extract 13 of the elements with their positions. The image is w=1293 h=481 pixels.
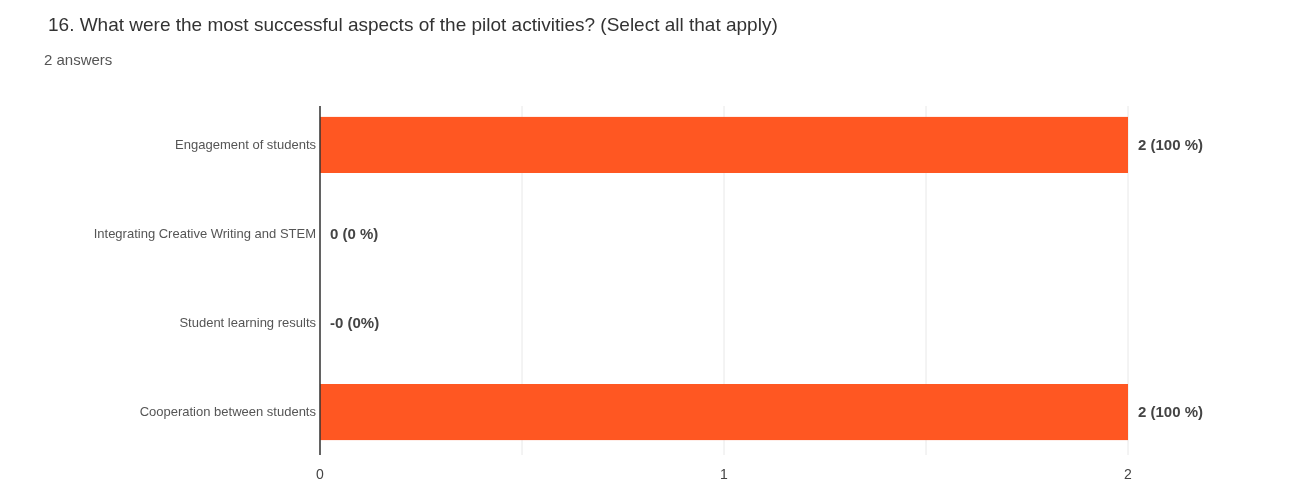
x-tick-label: 1 <box>720 466 729 481</box>
y-tick-label: Cooperation between students <box>139 404 317 420</box>
y-tick-label: Engagement of students <box>175 136 317 152</box>
data-label: 2 (100 %) <box>1138 403 1204 421</box>
data-label: -0 (0%) <box>330 314 380 332</box>
x-tick-label: 0 <box>316 466 325 481</box>
x-tick-label: 2 <box>1124 466 1133 481</box>
text: 2 answers <box>44 51 113 68</box>
data-label: 0 (0 %) <box>330 224 379 242</box>
data-label: 2 (100 %) <box>1138 135 1204 153</box>
y-tick-label: Student learning results <box>179 315 317 331</box>
y-tick-label: Integrating Creative Writing and STEM <box>93 225 316 241</box>
chart-title: 16. What were the most successful aspects of the pilot activities? (Select all that apply) <box>48 14 778 35</box>
